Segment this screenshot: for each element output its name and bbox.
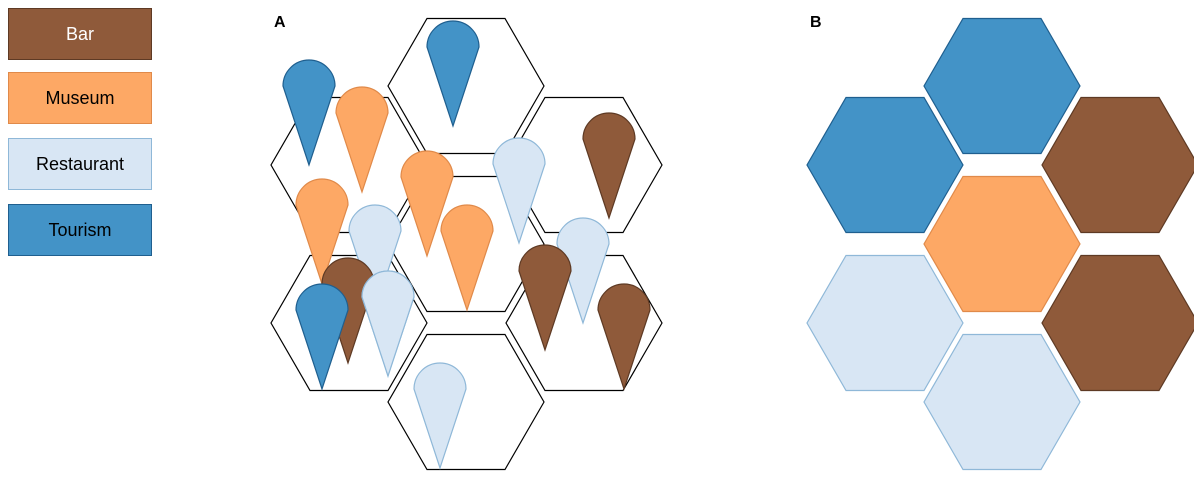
map-pin-museum-icon	[440, 204, 494, 312]
map-pin-tourism-icon	[426, 20, 480, 128]
map-pin-bar-icon	[597, 283, 651, 391]
hex-cell-b-top	[923, 17, 1081, 155]
legend-item-bar: Bar	[8, 8, 152, 60]
hex-cell-b-center	[923, 175, 1081, 313]
map-pin-restaurant-icon	[413, 362, 467, 470]
map-pin-tourism-icon	[295, 283, 349, 391]
legend-item-tourism: Tourism	[8, 204, 152, 256]
hex-cell-b-bottom	[923, 333, 1081, 471]
hex-cell-b-lower-right	[1041, 254, 1194, 392]
hex-cell-b-upper-right	[1041, 96, 1194, 234]
map-pin-bar-icon	[582, 112, 636, 220]
panel-a	[270, 17, 663, 471]
map-pin-museum-icon	[335, 86, 389, 194]
panel-a-label: A	[274, 14, 286, 31]
legend-label-tourism: Tourism	[48, 219, 112, 240]
hex-cell-b-upper-left	[806, 96, 964, 234]
map-pin-museum-icon	[295, 178, 349, 286]
legend-label-restaurant: Restaurant	[35, 153, 125, 174]
map-pin-tourism-icon	[282, 59, 336, 167]
legend-item-museum: Museum	[8, 72, 152, 124]
map-pin-museum-icon	[400, 150, 454, 258]
panel-b	[806, 17, 1194, 471]
panel-b-label: B	[810, 14, 822, 31]
map-pin-restaurant-icon	[348, 204, 402, 312]
map-pin-restaurant-icon	[492, 137, 546, 245]
hex-cell-b-lower-left	[806, 254, 964, 392]
legend-item-restaurant: Restaurant	[8, 138, 152, 190]
map-pin-restaurant-icon	[361, 270, 415, 378]
map-pin-bar-icon	[518, 244, 572, 352]
legend-label-bar: Bar	[65, 23, 94, 44]
map-pin-restaurant-icon	[556, 217, 610, 325]
legend-label-museum: Museum	[45, 87, 115, 108]
hex-cell-a-bottom	[387, 333, 545, 471]
